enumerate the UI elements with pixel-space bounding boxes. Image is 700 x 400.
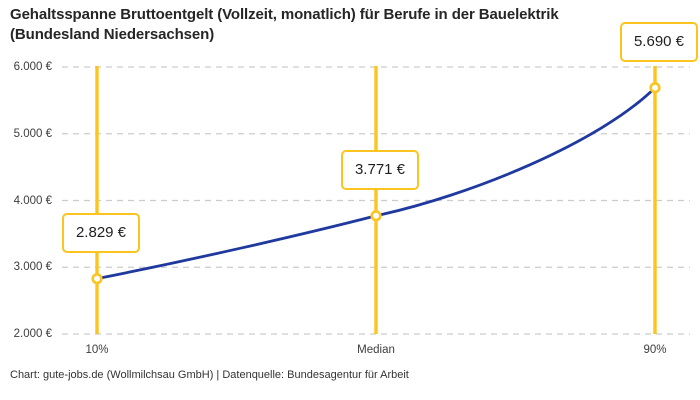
y-axis-tick-label: 5.000 € <box>13 127 52 140</box>
chart-title: Gehaltsspanne Bruttoentgelt (Vollzeit, m… <box>10 6 559 43</box>
y-axis-tick-label: 2.000 € <box>13 328 52 340</box>
y-axis-tick-label: 3.000 € <box>13 261 52 274</box>
point-value-label: 3.771 € <box>341 149 419 190</box>
point-value-label: 5.690 € <box>620 21 698 62</box>
data-point-marker <box>91 273 103 285</box>
point-value-label: 2.829 € <box>62 212 140 253</box>
data-point-marker <box>649 82 661 94</box>
data-point-marker <box>370 210 382 222</box>
x-axis-tick-label: 90% <box>643 344 667 356</box>
y-axis-tick-label: 4.000 € <box>13 194 52 207</box>
chart-credit: Chart: gute-jobs.de (Wollmilchsau GmbH) … <box>10 369 409 381</box>
y-axis-tick-label: 6.000 € <box>13 61 52 73</box>
x-axis-tick-label: Median <box>357 344 395 356</box>
x-axis-tick-label: 10% <box>85 344 109 356</box>
